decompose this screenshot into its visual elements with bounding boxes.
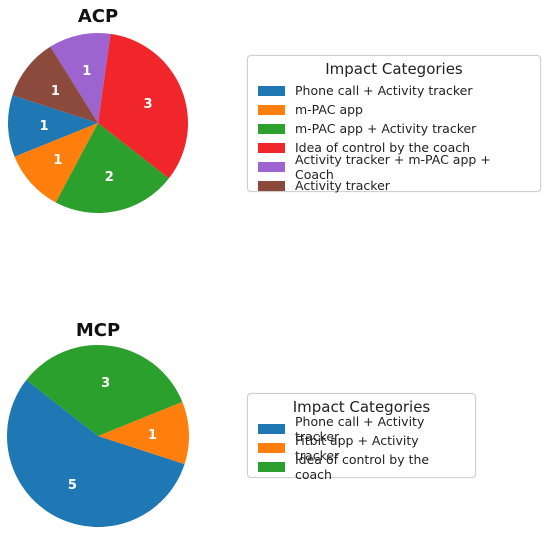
acp-slices bbox=[7, 33, 188, 214]
mcp-slice-value-label: 5 bbox=[68, 478, 77, 493]
acp-legend-item: Idea of control by the coach bbox=[258, 138, 530, 157]
acp-slice-idea-of-control-by-the-coach bbox=[98, 33, 188, 179]
acp-legend-swatch bbox=[258, 180, 285, 191]
mcp-pie-chart: MCP 5 1 3 bbox=[7, 320, 190, 527]
acp-legend-label: Phone call + Activity tracker bbox=[295, 83, 473, 98]
acp-slice-value-label: 2 bbox=[105, 170, 114, 185]
mcp-slice-idea-of-control-by-the-coach bbox=[26, 344, 183, 436]
acp-legend-swatch bbox=[258, 85, 285, 96]
acp-slice-m-pac-app-activity-tracker bbox=[55, 123, 169, 214]
acp-legend-swatch bbox=[258, 123, 285, 134]
acp-legend: Impact Categories Phone call + Activity … bbox=[247, 55, 541, 195]
acp-legend-label: Idea of control by the coach bbox=[295, 140, 471, 155]
acp-slice-phone-call-activity-tracker bbox=[7, 95, 99, 157]
mcp-legend-label: Idea of control by the coach bbox=[295, 451, 430, 482]
acp-slice-activity-tracker-m-pac-app-coach bbox=[50, 33, 111, 124]
acp-slice-m-pac-app bbox=[14, 123, 98, 203]
mcp-legend: Impact Categories Phone call + Activity … bbox=[247, 393, 476, 482]
mcp-slices bbox=[7, 344, 190, 527]
acp-legend-item: Phone call + Activity tracker bbox=[258, 81, 530, 100]
mcp-legend-label: Fitbit app + Activity tracker bbox=[295, 432, 419, 463]
acp-legend-title: Impact Categories bbox=[325, 60, 463, 78]
acp-legend-label: Activity tracker bbox=[295, 178, 390, 193]
acp-legend-item: Activity tracker + m-PAC app + Coach bbox=[258, 152, 530, 182]
acp-slice-value-label: 1 bbox=[82, 64, 91, 79]
mcp-slice-value-label: 1 bbox=[148, 428, 157, 443]
mcp-chart-title: MCP bbox=[76, 320, 120, 341]
acp-legend-item: m-PAC app + Activity tracker bbox=[258, 119, 530, 138]
acp-legend-swatch bbox=[258, 142, 285, 153]
mcp-legend-item: Fitbit app + Activity tracker bbox=[258, 433, 465, 463]
acp-legend-swatch bbox=[258, 104, 285, 115]
acp-slice-activity-tracker bbox=[12, 46, 98, 123]
acp-legend-item: Activity tracker bbox=[258, 176, 530, 195]
acp-legend-item: m-PAC app bbox=[258, 100, 530, 119]
mcp-legend-label: Phone call + Activity tracker bbox=[295, 413, 425, 444]
acp-slice-value-label: 1 bbox=[53, 153, 62, 168]
mcp-legend-swatch bbox=[258, 423, 285, 434]
mcp-slice-fitbit-app-activity-tracker bbox=[98, 401, 190, 465]
acp-legend-label: m-PAC app + Activity tracker bbox=[295, 121, 477, 136]
acp-slice-value-label: 1 bbox=[51, 84, 60, 99]
acp-slice-labels: 1 1 2 3 1 1 bbox=[40, 64, 153, 185]
acp-legend-label: Activity tracker + m-PAC app + Coach bbox=[295, 151, 491, 182]
acp-legend-swatch bbox=[258, 161, 285, 172]
mcp-slice-phone-call-activity-tracker bbox=[7, 379, 185, 527]
mcp-legend-title: Impact Categories bbox=[292, 398, 431, 416]
acp-pie-chart: ACP 1 1 2 3 1 1 bbox=[7, 6, 188, 214]
acp-chart-title: ACP bbox=[78, 6, 118, 27]
acp-slice-value-label: 3 bbox=[144, 97, 153, 112]
mcp-legend-items: Phone call + Activity tracker Fitbit app … bbox=[258, 414, 465, 482]
acp-slice-value-label: 1 bbox=[40, 119, 49, 134]
acp-legend-label: m-PAC app bbox=[295, 102, 363, 117]
mcp-legend-swatch bbox=[258, 442, 285, 453]
mcp-legend-item: Idea of control by the coach bbox=[258, 452, 465, 482]
mcp-legend-swatch bbox=[258, 461, 285, 472]
mcp-slice-labels: 5 1 3 bbox=[68, 376, 157, 493]
mcp-slice-value-label: 3 bbox=[101, 376, 110, 391]
acp-legend-items: Phone call + Activity tracker m-PAC app m-… bbox=[258, 81, 530, 195]
mcp-legend-item: Phone call + Activity tracker bbox=[258, 414, 465, 444]
